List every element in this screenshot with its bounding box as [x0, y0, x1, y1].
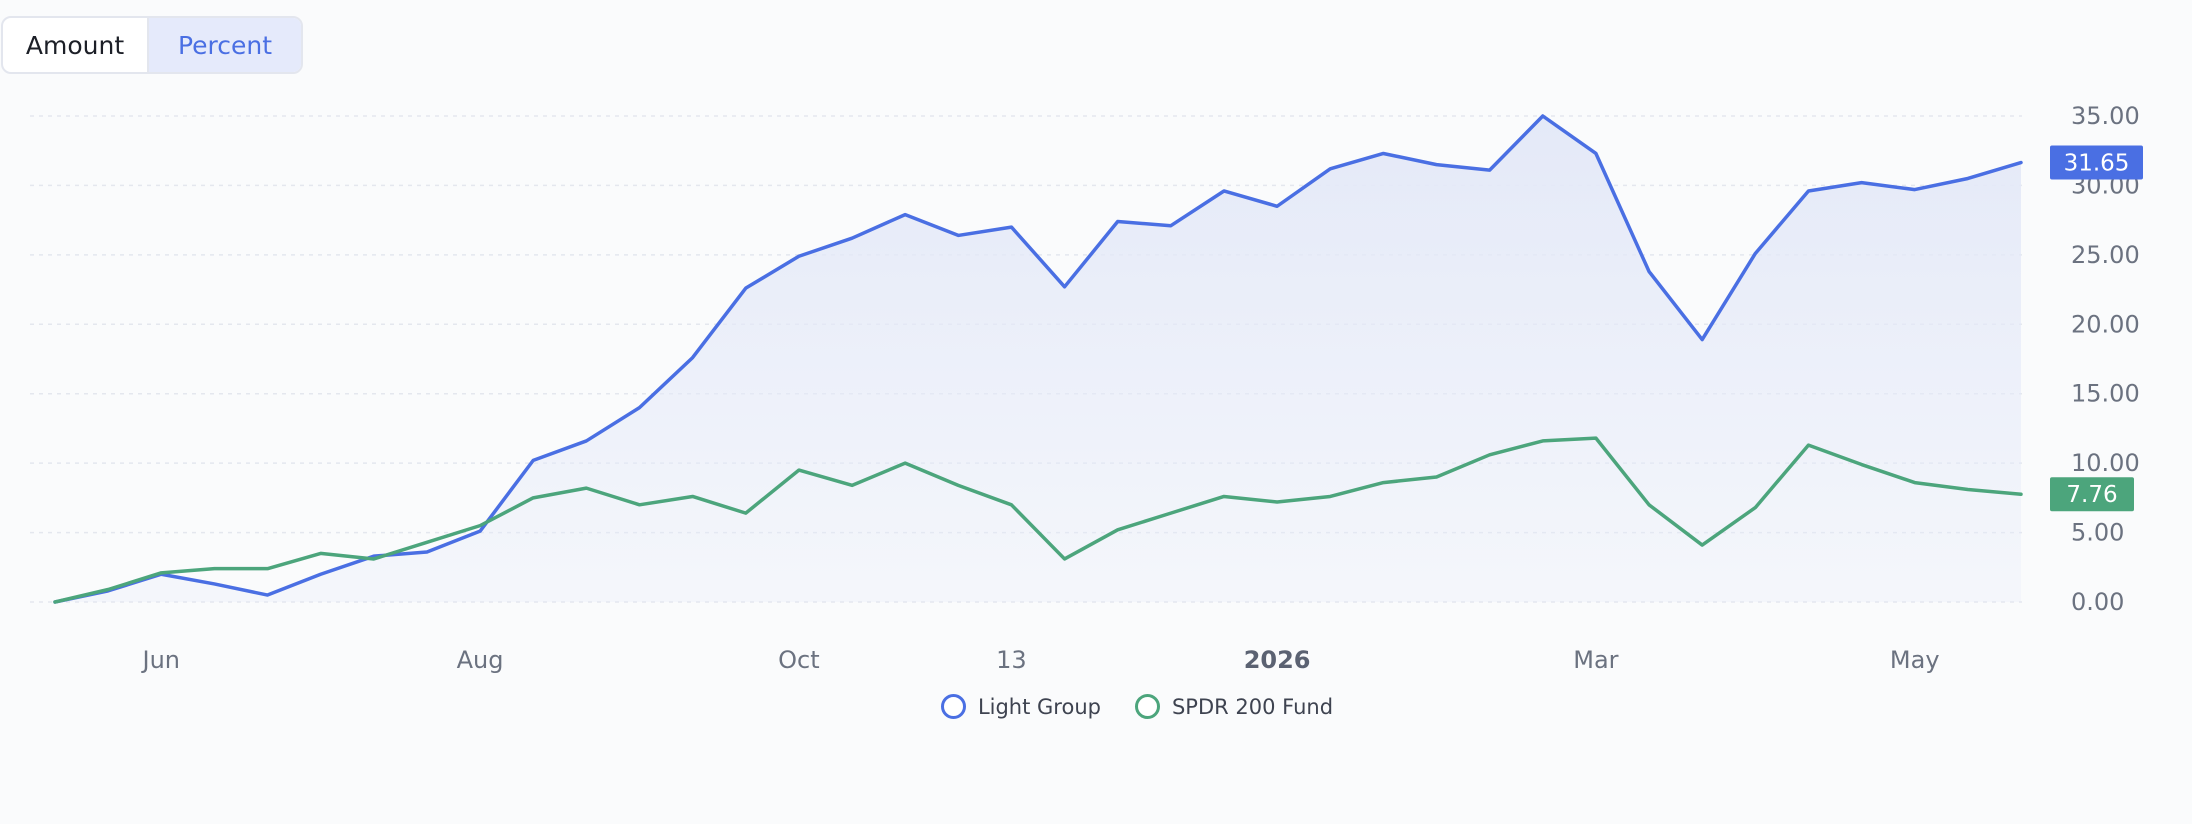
legend-label-series-1: Light Group: [977, 694, 1101, 719]
last-value-label-1: 31.65: [2064, 151, 2130, 177]
y-tick-label: 10.00: [2071, 449, 2140, 477]
y-tick-label: 20.00: [2071, 310, 2140, 338]
x-tick-label: Oct: [778, 646, 820, 674]
x-tick-label: 2026: [1244, 646, 1311, 674]
series-1-area: [55, 116, 2021, 602]
legend-swatch-series-1: [940, 694, 966, 719]
amount-toggle-button[interactable]: Amount: [3, 18, 149, 72]
x-tick-label: Aug: [457, 646, 504, 674]
legend-item-series-1[interactable]: Light Group: [859, 694, 1101, 719]
last-value-label-2: 7.76: [2066, 482, 2117, 508]
y-tick-label: 35.00: [2071, 102, 2140, 130]
y-tick-label: 15.00: [2071, 380, 2140, 408]
legend-item-series-2[interactable]: SPDR 200 Fund: [1134, 694, 1334, 719]
y-tick-label: 0.00: [2071, 588, 2124, 616]
x-tick-label: May: [1890, 646, 1940, 674]
x-tick-label: 13: [996, 646, 1027, 674]
x-tick-label: Jun: [141, 646, 181, 674]
series-line-2: [53, 436, 2023, 604]
chart-legend: Light Group SPDR 200 Fund: [0, 694, 2192, 719]
legend-label-series-2: SPDR 200 Fund: [1171, 694, 1334, 719]
legend-swatch-series-2: [1134, 694, 1160, 719]
view-toggle: Amount Percent: [1, 16, 303, 74]
x-tick-label: Mar: [1573, 646, 1618, 674]
y-tick-label: 25.00: [2071, 241, 2140, 269]
last-value-badge-2: [2050, 477, 2134, 512]
y-tick-label: 5.00: [2071, 519, 2124, 547]
percent-toggle-button[interactable]: Percent: [149, 18, 301, 72]
last-value-badge-1: [2050, 145, 2143, 180]
